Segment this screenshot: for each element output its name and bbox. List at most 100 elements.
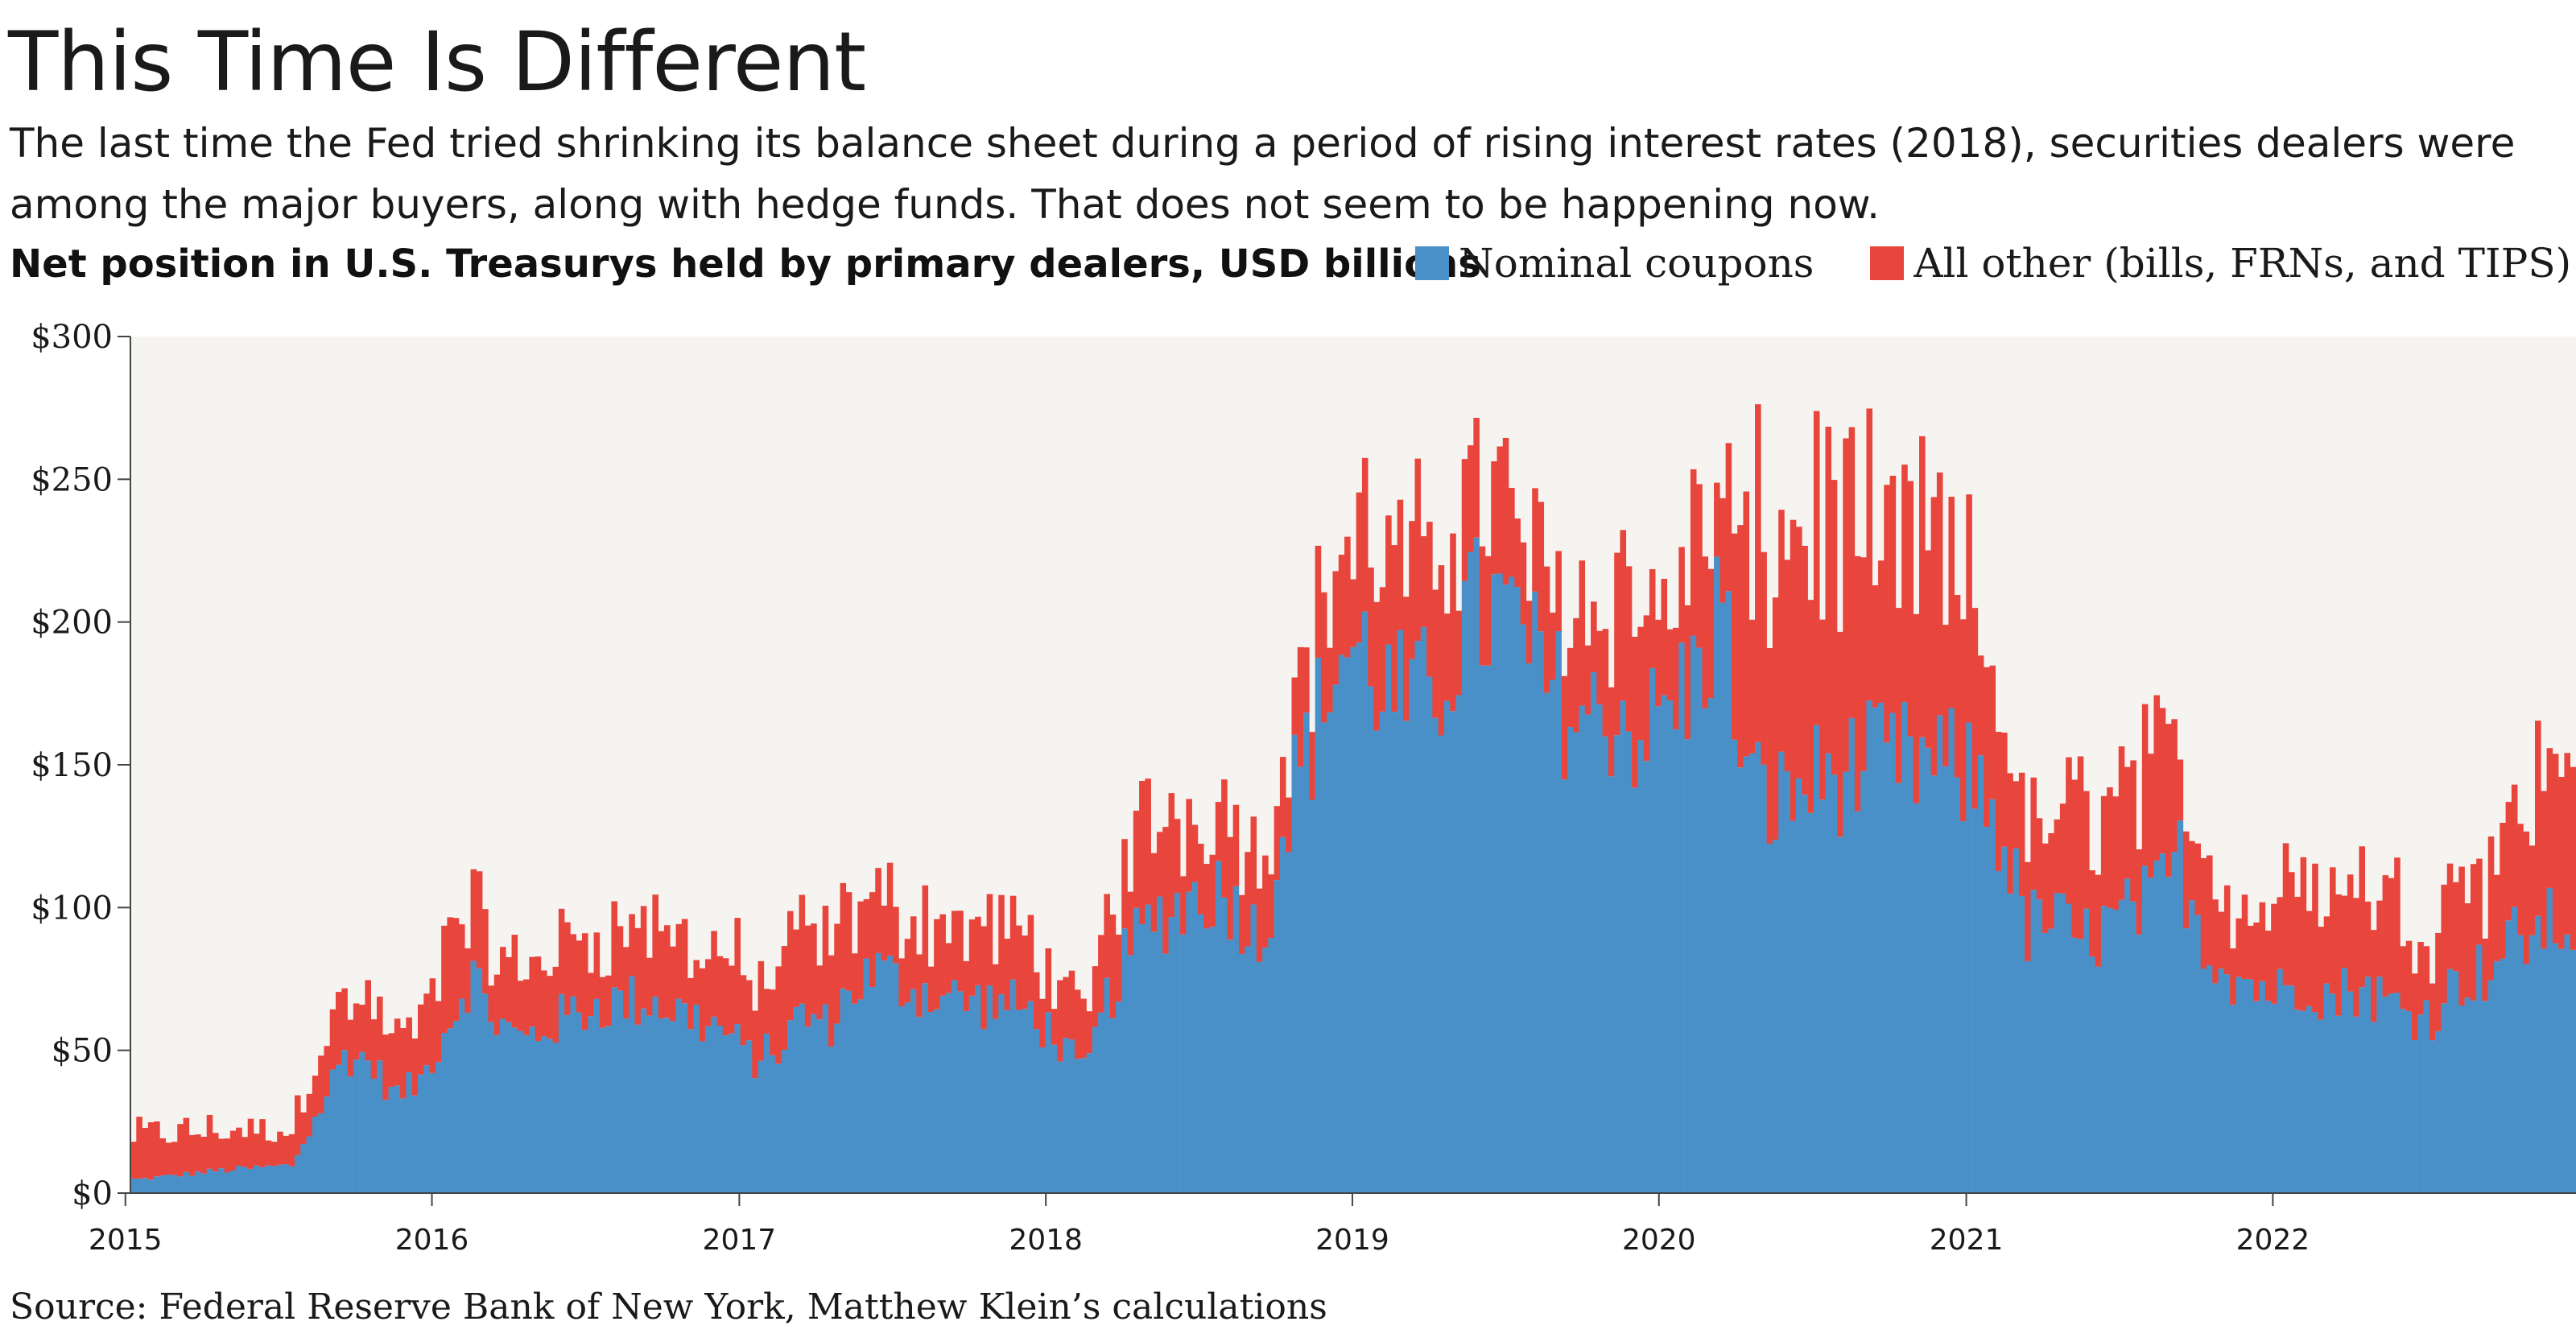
bar-nominal [1162, 953, 1169, 1193]
bar-other [1984, 667, 1990, 827]
bar-other [1766, 648, 1773, 844]
bar-other [1016, 925, 1022, 1010]
bar-nominal [2271, 1003, 2277, 1193]
bar-other [2153, 695, 2161, 861]
bar-nominal [1150, 931, 1158, 1193]
bar-nominal [493, 1034, 501, 1193]
bar-other [939, 914, 946, 996]
bar-nominal [875, 952, 881, 1193]
bar-other [593, 932, 601, 999]
bar-nominal [318, 1113, 324, 1193]
bar-nominal [1473, 537, 1480, 1193]
bar-other [670, 946, 676, 1022]
bar-nominal [781, 1049, 788, 1193]
bar-nominal [2100, 906, 2107, 1193]
bar-other [1291, 677, 1298, 735]
bar-nominal [2535, 915, 2541, 1193]
bar-other [786, 911, 794, 1021]
legend-item-other: All other (bills, FRNs, and TIPS) [1870, 240, 2571, 287]
bar-other [2423, 946, 2430, 1001]
bar-nominal [447, 1028, 453, 1193]
bar-nominal [1180, 934, 1187, 1193]
bar-other [975, 916, 981, 985]
bar-other [1848, 427, 1856, 718]
bar-nominal [1509, 576, 1515, 1193]
bar-other [934, 919, 940, 1010]
bar-other [1573, 617, 1579, 733]
bar-nominal [2148, 878, 2154, 1193]
bar-nominal [1397, 630, 1404, 1193]
bar-nominal [1772, 840, 1779, 1193]
bar-other [1778, 510, 1785, 752]
bar-other [1872, 585, 1879, 708]
bar-other [1121, 839, 1128, 929]
bar-other [1162, 827, 1169, 954]
bar-other [752, 1010, 758, 1079]
bar-other [1731, 533, 1738, 740]
bar-other [1936, 472, 1943, 716]
bar-nominal [576, 1012, 583, 1193]
bar-nominal [1591, 671, 1597, 1193]
bar-other [770, 989, 776, 1055]
bar-nominal [1848, 717, 1856, 1193]
bar-other [259, 1119, 266, 1167]
bar-other [1714, 482, 1720, 557]
bar-other [711, 931, 717, 1017]
bar-other [2112, 796, 2120, 910]
bar-nominal [2218, 968, 2225, 1193]
bar-nominal [1297, 766, 1304, 1193]
bar-other [283, 1135, 290, 1165]
bar-nominal [2153, 860, 2161, 1193]
bar-other [570, 934, 576, 997]
bar-other [2500, 823, 2506, 959]
bar-nominal [1901, 702, 1908, 1193]
bar-other [581, 933, 588, 1030]
bar-nominal [359, 1051, 365, 1193]
bar-nominal [2306, 1006, 2313, 1193]
bar-other [1350, 579, 1356, 647]
bar-other [734, 918, 741, 1025]
bar-other [506, 956, 512, 1022]
bar-nominal [506, 1022, 512, 1193]
bar-other [1878, 560, 1885, 703]
bar-other [347, 1019, 354, 1077]
bar-nominal [1502, 584, 1509, 1193]
bar-nominal [675, 998, 683, 1193]
bar-other [758, 960, 765, 1061]
bar-other [1837, 631, 1843, 837]
bar-other [1238, 894, 1245, 955]
source-note: Source: Federal Reserve Bank of New York… [10, 1286, 1327, 1328]
bar-nominal [1696, 647, 1703, 1193]
bar-nominal [365, 1060, 372, 1193]
bar-nominal [581, 1030, 588, 1193]
bar-nominal [1666, 700, 1674, 1193]
bar-nominal [629, 976, 635, 1193]
bar-nominal [852, 1003, 858, 1193]
bar-nominal [1057, 1061, 1063, 1193]
bar-nominal [670, 1021, 676, 1193]
bar-nominal [1995, 870, 2002, 1193]
bar-other [986, 894, 993, 986]
bar-nominal [2376, 977, 2383, 1193]
bar-other [910, 916, 917, 989]
bar-other [1262, 855, 1269, 948]
bar-other [195, 1134, 201, 1172]
bar-other [540, 970, 547, 1036]
bar-other [1402, 597, 1410, 721]
chart-subtitle: The last time the Fed tried shrinking it… [10, 120, 2516, 228]
bar-other [822, 906, 829, 1005]
bar-other [1426, 522, 1433, 677]
bar-other [1191, 824, 1199, 882]
bar-other [1737, 525, 1744, 768]
bar-nominal [511, 1027, 518, 1193]
bar-other [1215, 802, 1222, 861]
bar-nominal [1532, 591, 1538, 1193]
bar-nominal [2446, 968, 2454, 1193]
bar-other [2323, 916, 2330, 984]
bar-nominal [1673, 729, 1679, 1193]
bar-other [1543, 566, 1550, 693]
bar-nominal [441, 1032, 448, 1193]
bar-nominal [1215, 861, 1222, 1193]
bar-other [904, 939, 911, 1003]
bar-other [1502, 437, 1509, 585]
